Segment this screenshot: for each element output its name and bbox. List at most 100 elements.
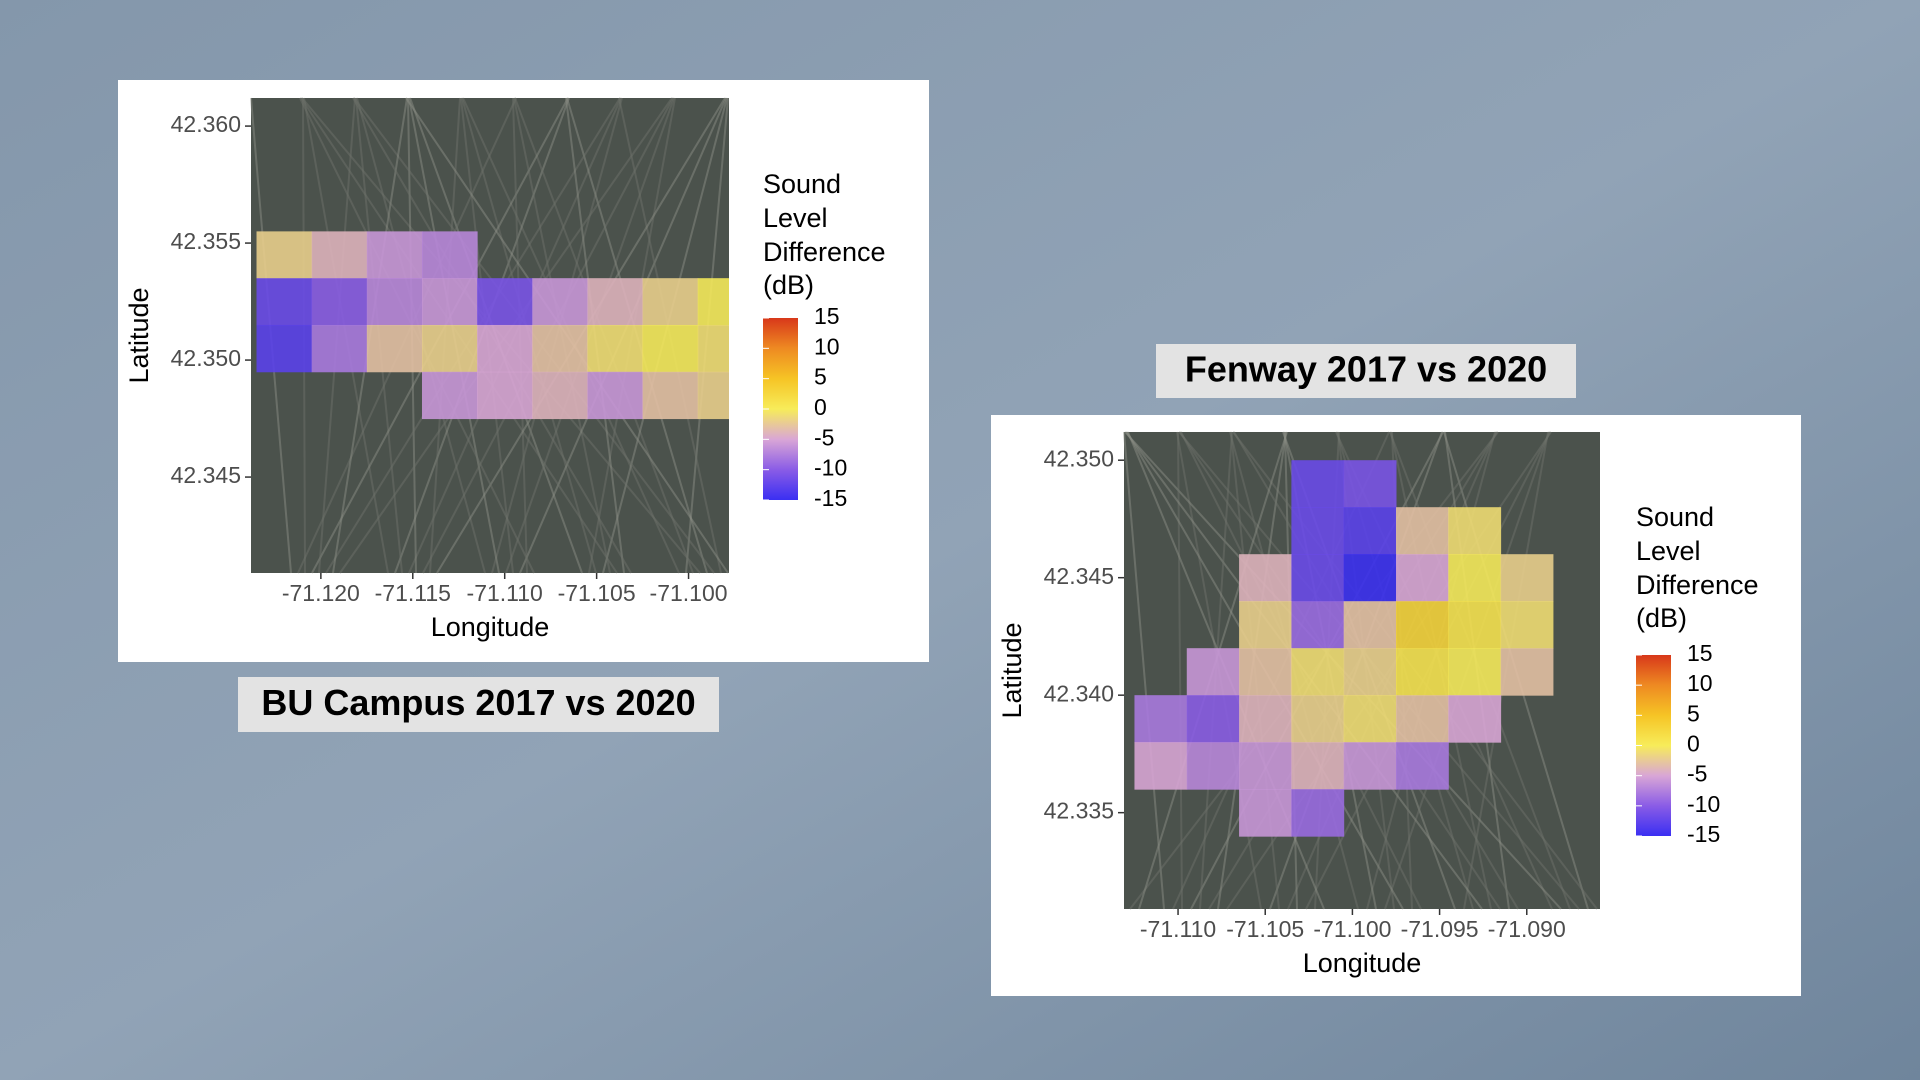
heat-cell bbox=[697, 371, 729, 420]
heat-cell bbox=[1134, 695, 1188, 743]
x-tick-label: -71.105 bbox=[558, 580, 636, 606]
colorbar-tick-label: 0 bbox=[1687, 731, 1700, 757]
heat-cell bbox=[1343, 507, 1397, 555]
heat-cell bbox=[587, 324, 644, 373]
legend-title: Sound Level Difference (dB) bbox=[763, 169, 886, 301]
colorbar-tick-label: 0 bbox=[814, 394, 827, 420]
heat-layer bbox=[1134, 460, 1554, 837]
heat-layer bbox=[256, 231, 729, 420]
colorbar-tick-label: -15 bbox=[814, 485, 847, 511]
heat-cell bbox=[642, 371, 699, 420]
heat-cell bbox=[366, 278, 423, 326]
heat-cell bbox=[1186, 742, 1240, 790]
colorbar-tick-label: -5 bbox=[1687, 761, 1707, 787]
x-tick-label: -71.110 bbox=[1140, 916, 1216, 942]
heat-cell bbox=[1396, 742, 1449, 790]
heat-cell bbox=[477, 278, 533, 326]
heat-cell bbox=[1396, 695, 1449, 743]
heat-cell bbox=[532, 324, 588, 373]
heat-cell bbox=[311, 324, 368, 373]
heat-cell bbox=[587, 371, 644, 420]
heat-cell bbox=[477, 324, 533, 373]
x-axis-title: Longitude bbox=[431, 612, 550, 642]
heat-cell bbox=[311, 278, 368, 326]
heat-cell bbox=[1396, 507, 1449, 555]
legend-title: Sound Level Difference (dB) bbox=[1636, 502, 1759, 634]
y-tick-label: 42.350 bbox=[171, 345, 241, 371]
colorbar-tick-label: 10 bbox=[814, 333, 840, 359]
title-box bbox=[1156, 344, 1576, 398]
heat-cell bbox=[1343, 601, 1397, 649]
heat-cell bbox=[1500, 554, 1554, 602]
legend-title-box: Sound Level Difference (dB) bbox=[763, 169, 886, 301]
heat-cell bbox=[1291, 601, 1345, 649]
heat-cell bbox=[256, 324, 313, 373]
colorbar-tick-label: 15 bbox=[814, 303, 840, 329]
heat-cell bbox=[1239, 554, 1292, 602]
heat-cell bbox=[1239, 648, 1292, 696]
heat-cell bbox=[1239, 742, 1292, 790]
x-tick-label: -71.100 bbox=[1313, 916, 1391, 942]
colorbar-tick-label: 10 bbox=[1687, 670, 1713, 696]
heat-cell bbox=[1448, 695, 1502, 743]
heat-cell bbox=[421, 231, 478, 279]
y-tick-label: 42.350 bbox=[1044, 445, 1114, 471]
heat-cell bbox=[1186, 695, 1240, 743]
heat-cell bbox=[421, 371, 478, 420]
x-tick-label: -71.120 bbox=[282, 580, 360, 606]
heat-cell bbox=[1343, 554, 1397, 602]
y-tick-label: 42.345 bbox=[171, 462, 241, 488]
colorbar-tick-label: 5 bbox=[814, 364, 827, 390]
heat-cell bbox=[421, 324, 478, 373]
slide-title: BU Campus 2017 vs 2020 bbox=[261, 682, 695, 723]
heat-cell bbox=[587, 278, 644, 326]
heat-cell bbox=[1239, 789, 1292, 837]
colorbar-tick-label: -10 bbox=[1687, 791, 1720, 817]
x-tick-label: -71.105 bbox=[1226, 916, 1304, 942]
heat-cell bbox=[1291, 742, 1345, 790]
colorbar-tick-label: -10 bbox=[814, 455, 847, 481]
heat-cell bbox=[256, 278, 313, 326]
heat-cell bbox=[1396, 554, 1449, 602]
heat-cell bbox=[311, 231, 368, 279]
heat-cell bbox=[532, 278, 588, 326]
colorbar-tick-label: 5 bbox=[1687, 700, 1700, 726]
heat-cell bbox=[421, 278, 478, 326]
title-box bbox=[238, 677, 719, 732]
map-road bbox=[1123, 431, 1165, 910]
heat-cell bbox=[1396, 601, 1449, 649]
heat-cell bbox=[1343, 648, 1397, 696]
heat-cell bbox=[1343, 742, 1397, 790]
heat-cell bbox=[1239, 601, 1292, 649]
y-tick-label: 42.355 bbox=[171, 228, 241, 254]
heat-cell bbox=[477, 371, 533, 420]
x-axis-title: Longitude bbox=[1303, 948, 1422, 978]
heat-cell bbox=[1343, 460, 1397, 508]
map-road bbox=[1177, 431, 1183, 910]
x-tick-label: -71.115 bbox=[375, 580, 451, 606]
x-tick-label: -71.100 bbox=[650, 580, 728, 606]
y-tick-label: 42.360 bbox=[171, 111, 241, 137]
heat-cell bbox=[1291, 507, 1345, 555]
y-tick-label: 42.340 bbox=[1044, 680, 1114, 706]
heat-cell bbox=[1448, 648, 1502, 696]
heat-cell bbox=[1291, 460, 1345, 508]
colorbar-tick-label: -15 bbox=[1687, 821, 1720, 847]
y-tick-label: 42.345 bbox=[1044, 563, 1114, 589]
heat-cell bbox=[532, 371, 588, 420]
heat-cell bbox=[1396, 648, 1449, 696]
heat-cell bbox=[642, 278, 699, 326]
legend-title-box: Sound Level Difference (dB) bbox=[1636, 502, 1759, 634]
slide-title: Fenway 2017 vs 2020 bbox=[1185, 349, 1547, 390]
colorbar-tick-label: 15 bbox=[1687, 640, 1713, 666]
heat-cell bbox=[1500, 601, 1554, 649]
heat-cell bbox=[1343, 695, 1397, 743]
heat-cell bbox=[1291, 554, 1345, 602]
heat-cell bbox=[1291, 695, 1345, 743]
heat-cell bbox=[366, 231, 423, 279]
y-tick-label: 42.335 bbox=[1044, 798, 1114, 824]
heat-cell bbox=[1500, 648, 1554, 696]
x-tick-label: -71.090 bbox=[1488, 916, 1566, 942]
